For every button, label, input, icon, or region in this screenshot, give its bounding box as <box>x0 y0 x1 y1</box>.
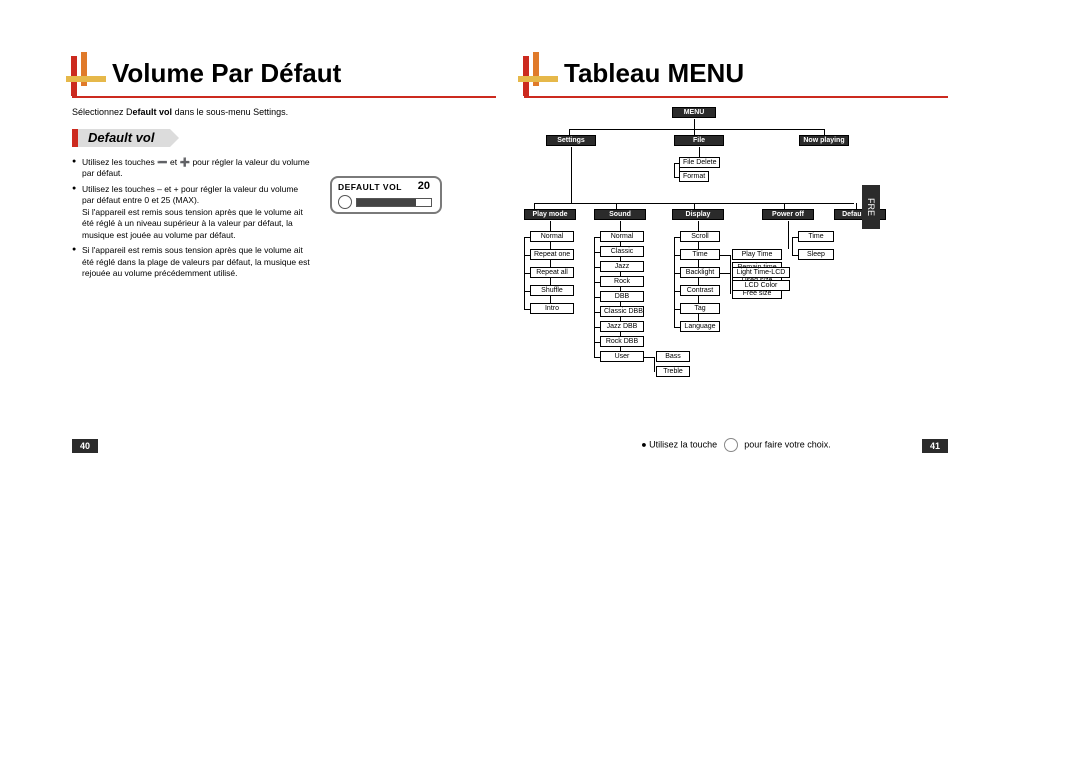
footer-note: ● Utilisez la touche pour faire votre ch… <box>524 438 948 452</box>
tree-node: Tag <box>680 303 720 314</box>
subbar-label: Default vol <box>78 129 170 147</box>
lcd-label: DEFAULT VOL <box>338 182 402 192</box>
tree-node: Sound <box>594 209 646 220</box>
tree-node: Shuffle <box>530 285 574 296</box>
lcd-bar <box>356 198 432 207</box>
header-rule <box>524 96 948 98</box>
tree-node: File Delete <box>679 157 720 168</box>
tree-node: Scroll <box>680 231 720 242</box>
tree-node: MENU <box>672 107 716 118</box>
tree-node: Play mode <box>524 209 576 220</box>
header-decoration <box>518 56 560 98</box>
tree-node: Bass <box>656 351 690 362</box>
tree-node: Classic <box>600 246 644 257</box>
tree-node: Normal <box>600 231 644 242</box>
tree-node: Classic DBB <box>600 306 644 317</box>
section-header-right: Tableau MENU <box>524 58 948 96</box>
tree-node: Normal <box>530 231 574 242</box>
page-number-left: 40 <box>72 439 98 453</box>
tree-node: Time <box>680 249 720 260</box>
lcd-fill <box>357 199 416 206</box>
page-title-right: Tableau MENU <box>564 58 744 89</box>
section-header-left: Volume Par Défaut <box>72 58 496 96</box>
tree-node: Now playing <box>799 135 849 146</box>
tree-node: Display <box>672 209 724 220</box>
bar-yellow <box>66 76 106 82</box>
tree-node: Intro <box>530 303 574 314</box>
tree-node: Rock DBB <box>600 336 644 347</box>
page-left: Volume Par Défaut Sélectionnez Default v… <box>72 58 496 453</box>
page-right: Tableau MENU MENU Settings File Now playing… <box>524 58 948 453</box>
tree-node: Repeat all <box>530 267 574 278</box>
tree-node: Time <box>798 231 834 242</box>
tree-node: LCD Color <box>732 280 790 291</box>
tree-node: User <box>600 351 644 362</box>
tree-node: DBB <box>600 291 644 302</box>
tree-node: Settings <box>546 135 596 146</box>
tree-node: Format <box>679 171 709 182</box>
tree-node: Backlight <box>680 267 720 278</box>
lcd-value: 20 <box>418 180 430 192</box>
tree-node: Jazz <box>600 261 644 272</box>
language-tab: FRE <box>862 185 880 229</box>
header-decoration <box>66 56 108 98</box>
tree-node: Sleep <box>798 249 834 260</box>
page-title-left: Volume Par Défaut <box>112 58 341 89</box>
bullet-item: Si l'appareil est remis sous tension apr… <box>72 245 312 279</box>
tree-node: File <box>674 135 724 146</box>
tree-node: Rock <box>600 276 644 287</box>
tree-node: Light Time-LCD <box>732 267 790 278</box>
subsection-bar: Default vol <box>72 129 496 147</box>
tree-node: Jazz DBB <box>600 321 644 332</box>
bullet-item: Utilisez les touches – et + pour régler … <box>72 184 312 241</box>
header-rule <box>72 96 496 98</box>
tree-node: Repeat one <box>530 249 574 260</box>
nav-icon <box>724 438 738 452</box>
menu-tree: MENU Settings File Now playing File Delete Fo… <box>524 107 948 437</box>
page-number-right: 41 <box>922 439 948 453</box>
speaker-icon <box>338 195 352 209</box>
tree-node: Treble <box>656 366 690 377</box>
tree-node: Power off <box>762 209 814 220</box>
lcd-mock: DEFAULT VOL 20 <box>330 176 442 214</box>
tree-node: Contrast <box>680 285 720 296</box>
tree-node: Language <box>680 321 720 332</box>
tree-node: Play Time <box>732 249 782 260</box>
bullet-item: Utilisez les touches ➖ et ➕ pour régler … <box>72 157 312 180</box>
intro-text: Sélectionnez Default vol dans le sous-me… <box>72 107 496 117</box>
